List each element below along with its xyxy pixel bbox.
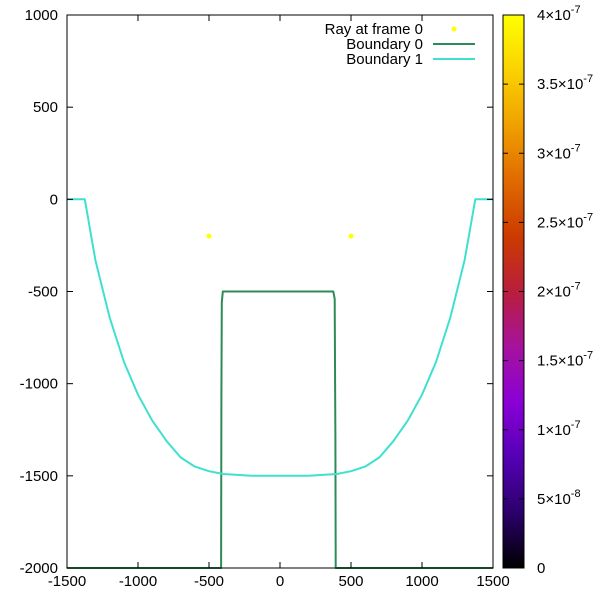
x-tick-label: 1000 (405, 573, 438, 590)
colorbar-tick-mantissa: 4×10 (537, 7, 571, 24)
colorbar-tick-exponent: -7 (571, 281, 581, 293)
x-tick-label: -500 (194, 573, 224, 590)
colorbar-tick-exponent: -7 (571, 4, 581, 16)
colorbar-tick-mantissa: 1.5×10 (537, 353, 583, 370)
colorbar-tick-label: 3×10-7 (537, 142, 581, 162)
y-tick-label: 1000 (25, 7, 58, 24)
colorbar-tick-exponent: -7 (571, 419, 581, 431)
x-tick-label: 500 (338, 573, 363, 590)
colorbar-tick-mantissa: 5×10 (537, 491, 571, 508)
colorbar-tick-label: 2.5×10-7 (537, 211, 593, 231)
colorbar-tick-mantissa: 0 (537, 560, 545, 577)
colorbar-tick-label: 5×10-8 (537, 488, 581, 508)
plot-area (66, 14, 494, 569)
colorbar-tick-mantissa: 2.5×10 (537, 214, 583, 231)
y-axis: 1000 500 0 -500 -1000 -1500 -2000 (20, 7, 493, 577)
colorbar-tick-label: 2×10-7 (537, 281, 581, 301)
x-axis: -1500 -1000 -500 0 500 1000 1500 (48, 15, 510, 590)
legend-label-0: Ray at frame 0 (325, 21, 423, 38)
series-point-0-0 (206, 233, 212, 239)
y-tick-label: -1500 (20, 468, 58, 485)
legend-swatch-0 (451, 26, 457, 32)
y-tick-label: 0 (50, 191, 58, 208)
y-tick-label: 500 (33, 99, 58, 116)
x-tick-label: -1000 (119, 573, 157, 590)
y-tick-label: -500 (28, 284, 58, 301)
colorbar-tick-label: 4×10-7 (537, 4, 581, 24)
colorbar-tick-mantissa: 3.5×10 (537, 76, 583, 93)
colorbar-tick-label: 1.5×10-7 (537, 350, 593, 370)
x-tick-label: -1500 (48, 573, 86, 590)
colorbar-tick-exponent: -7 (583, 73, 593, 85)
colorbar-tick-mantissa: 3×10 (537, 145, 571, 162)
series-line-1 (67, 290, 493, 569)
legend-label-1: Boundary 0 (346, 36, 423, 53)
legend-label-2: Boundary 1 (346, 51, 423, 68)
colorbar-tick-exponent: -8 (571, 488, 581, 500)
series-point-0-1 (348, 233, 354, 239)
colorbar-tick-label: 0 (537, 560, 545, 577)
x-tick-label: 1500 (476, 573, 509, 590)
x-tick-label: 0 (276, 573, 284, 590)
colorbar: 05×10-81×10-71.5×10-72×10-72.5×10-73×10-… (502, 4, 593, 577)
colorbar-tick-mantissa: 1×10 (537, 422, 571, 439)
colorbar-tick-mantissa: 2×10 (537, 284, 571, 301)
y-tick-label: -2000 (20, 560, 58, 577)
colorbar-tick-exponent: -7 (571, 142, 581, 154)
colorbar-tick-exponent: -7 (583, 211, 593, 223)
colorbar-tick-label: 1×10-7 (537, 419, 581, 439)
colorbar-tick-exponent: -7 (583, 350, 593, 362)
colorbar-tick-label: 3.5×10-7 (537, 73, 593, 93)
series-line-2 (67, 198, 493, 477)
y-tick-label: -1000 (20, 376, 58, 393)
